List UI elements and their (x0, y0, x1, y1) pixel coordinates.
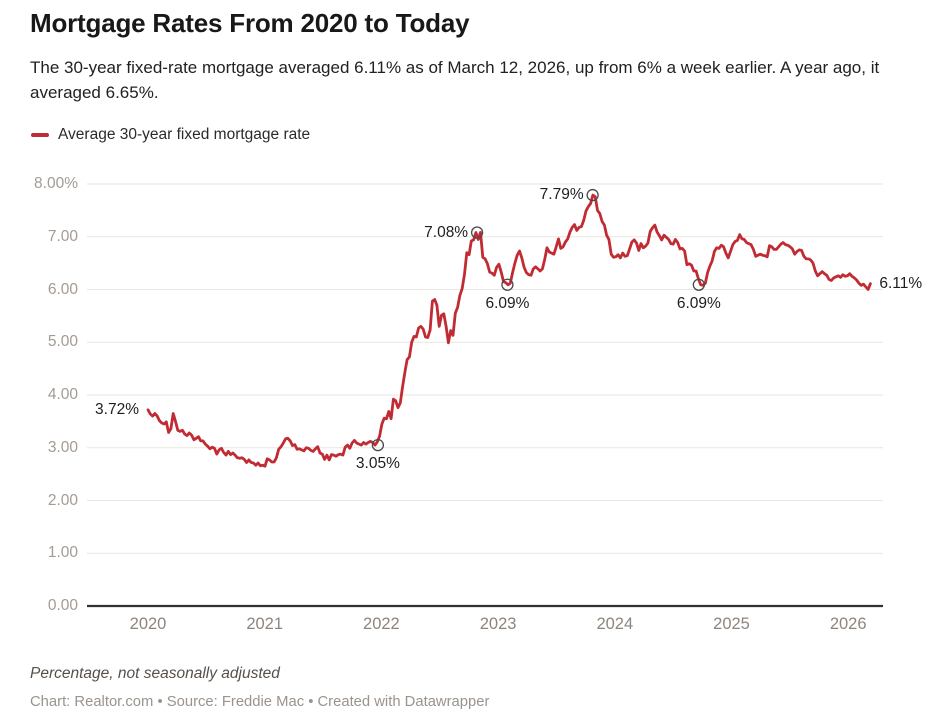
annotation-marker (692, 278, 705, 291)
annotation-marker (501, 278, 514, 291)
legend: Average 30-year fixed mortgage rate (31, 126, 310, 144)
legend-line-swatch (31, 133, 49, 137)
page-title: Mortgage Rates From 2020 to Today (30, 8, 470, 38)
footer-note: Percentage, not seasonally adjusted (30, 665, 280, 682)
chart-subtitle: The 30-year fixed-rate mortgage averaged… (30, 58, 880, 102)
series-line-mortgage-rate[interactable] (146, 193, 872, 468)
annotation-marker (586, 188, 599, 202)
annotation-marker (470, 226, 484, 239)
footer-credit: Chart: Realtor.com • Source: Freddie Mac… (30, 694, 490, 710)
legend-label: Average 30-year fixed mortgage rate (58, 126, 311, 143)
annotation-marker (371, 438, 385, 452)
